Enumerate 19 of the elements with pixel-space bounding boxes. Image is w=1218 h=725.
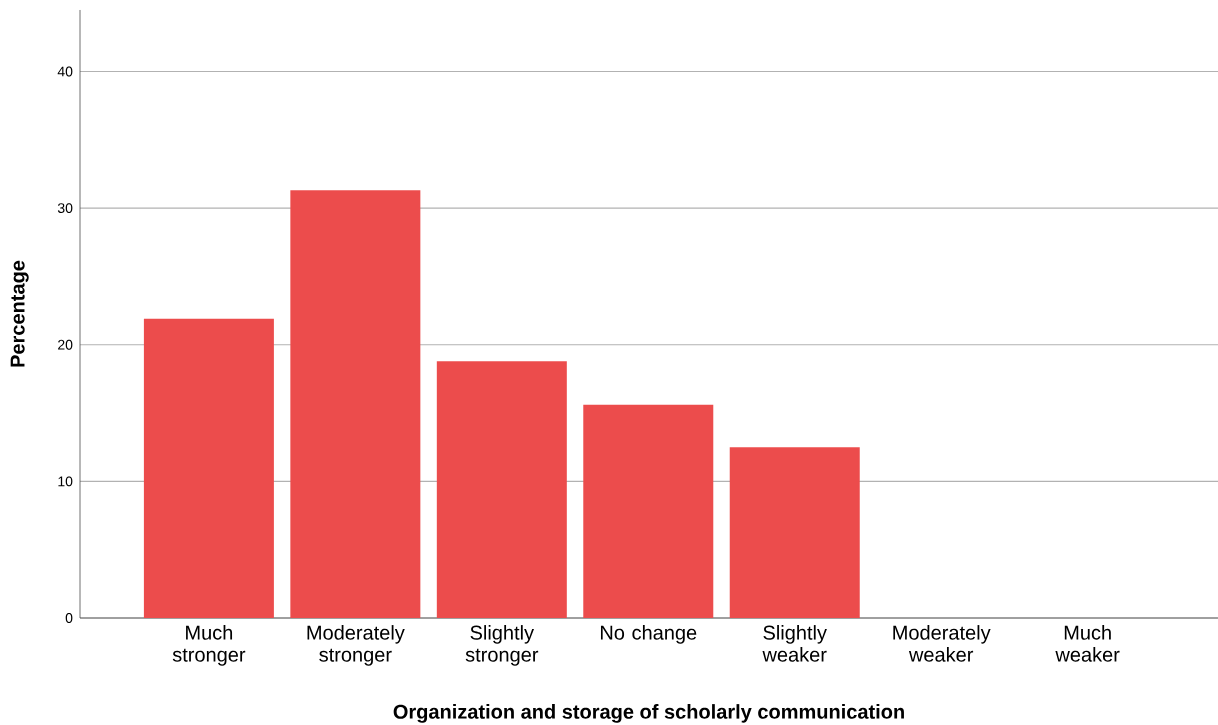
x-tick-label: Much stronger [172,625,246,666]
bar [436,361,567,618]
bar [583,404,714,618]
x-tick-label: Moderately stronger [307,625,405,666]
y-tick-label: 10 [58,476,73,487]
y-tick-label: 0 [65,613,73,623]
x-tick-label: Slightly stronger [465,625,539,666]
bar [290,190,421,618]
y-tick-label: 40 [57,66,73,77]
y-tick-label: 20 [58,339,73,350]
x-axis-title: Organization and storage of scholarly communication [393,704,904,723]
bar [729,447,860,618]
y-axis-title: Percentage [10,260,29,367]
y-tick-label: 30 [57,203,73,214]
x-tick-label: Moderately weaker [893,625,991,662]
bar [143,318,274,618]
x-tick-label: Slightly weaker [762,625,827,662]
x-tick-label: No change [600,625,697,644]
x-tick-label: Much weaker [1055,625,1120,662]
